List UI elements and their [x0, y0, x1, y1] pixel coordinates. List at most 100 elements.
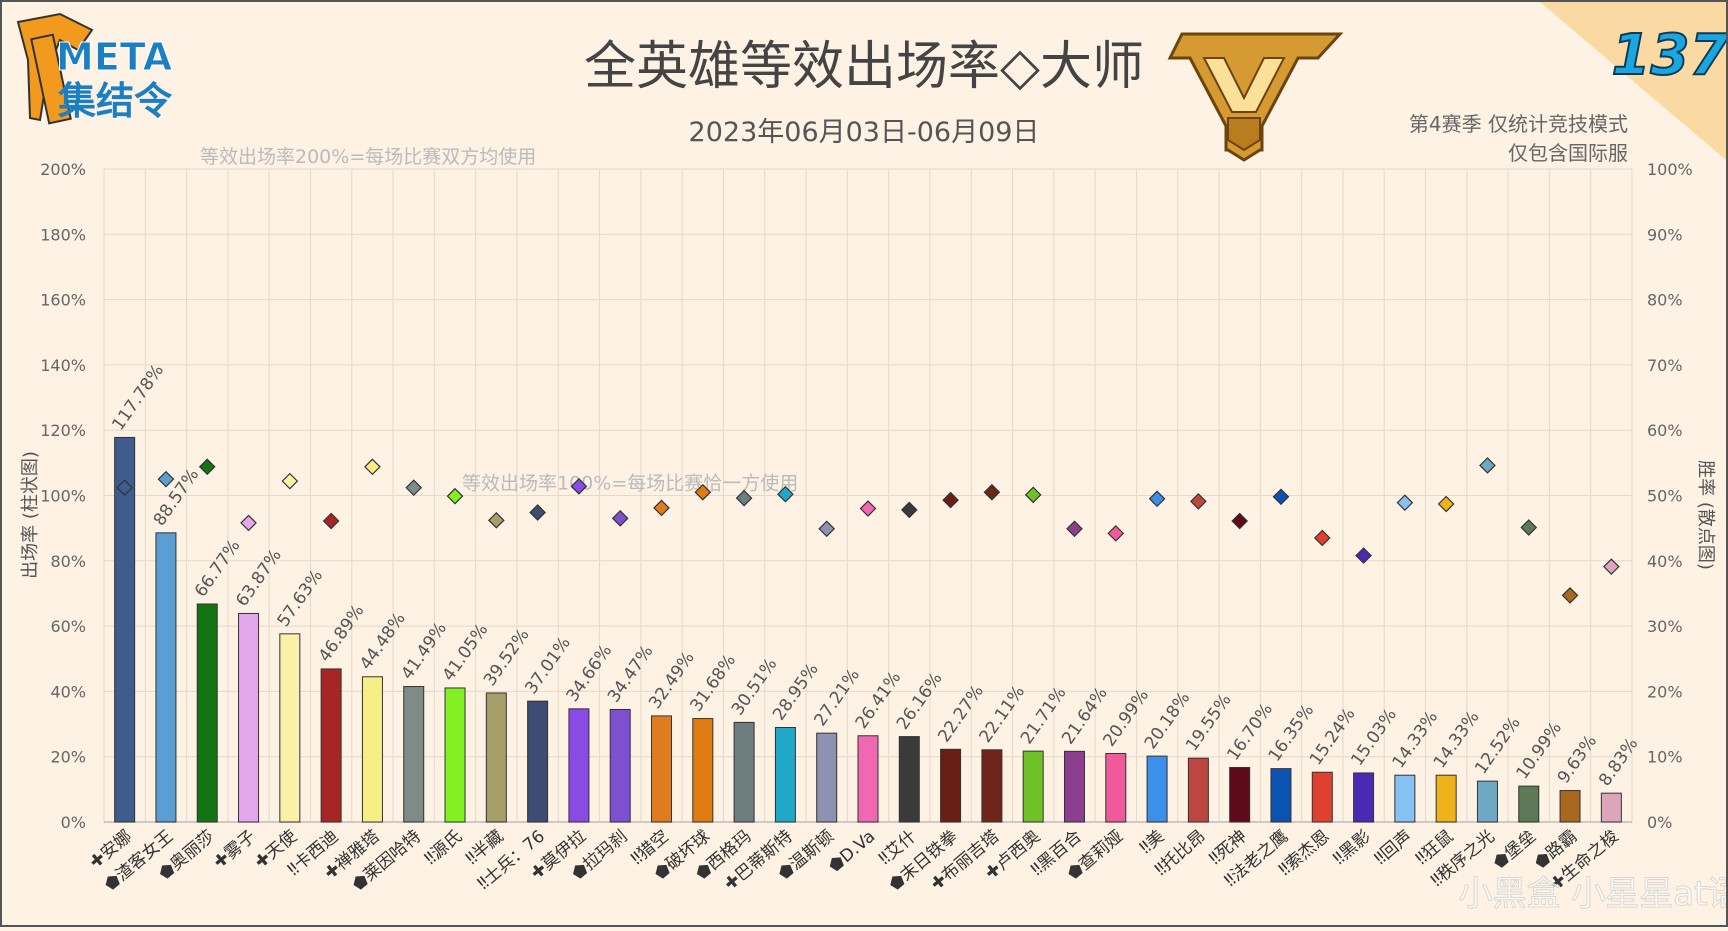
winrate-point [653, 499, 670, 517]
y2-tick-label: 10% [1647, 748, 1683, 767]
winrate-point [694, 483, 712, 501]
bar [774, 726, 796, 823]
y-tick-label: 100% [40, 487, 86, 506]
winrate-point [900, 501, 918, 519]
bar [1559, 790, 1581, 823]
bar [1063, 750, 1085, 823]
y-axis-title: 出场率 (柱状图) [20, 451, 41, 579]
y-tick-label: 200% [40, 160, 86, 179]
winrate-point [1024, 486, 1042, 504]
bar [1476, 780, 1498, 823]
winrate-point [322, 512, 340, 530]
winrate-point [116, 479, 133, 497]
y-tick-label: 120% [40, 421, 86, 440]
winrate-points [116, 457, 1620, 604]
winrate-point [1437, 495, 1455, 513]
bar [196, 603, 218, 823]
winrate-point [859, 500, 877, 517]
winrate-point [570, 478, 588, 495]
bar [1394, 774, 1416, 823]
y-axis-right: 0% 10% 20% 30% 40% 50% 60% 70% 80% 90% 100% [1647, 160, 1693, 832]
bar [403, 686, 425, 823]
winrate-point [405, 479, 423, 497]
winrate-point [777, 485, 794, 503]
bar [692, 718, 714, 823]
y-tick-label: 80% [50, 552, 86, 571]
y-tick-label: 60% [50, 617, 86, 636]
y2-tick-label: 80% [1647, 291, 1683, 310]
bar [444, 687, 466, 823]
y-tick-label: 20% [50, 748, 86, 767]
bar [1518, 785, 1540, 823]
winrate-point [529, 504, 546, 521]
bar [1187, 757, 1209, 823]
winrate-point [157, 470, 175, 488]
y-tick-label: 140% [40, 356, 86, 375]
winrate-point [1231, 512, 1249, 530]
bar [1229, 766, 1251, 823]
y2-axis-title: 胜率 (散点图) [1695, 460, 1716, 570]
winrate-point [364, 458, 381, 476]
winrate-point [487, 511, 505, 529]
bar [279, 633, 301, 823]
grid [103, 168, 1633, 823]
logo-text-meta: META [56, 35, 173, 79]
winrate-point [1107, 525, 1125, 542]
logo-text-jijieling: 集结令 [57, 79, 173, 123]
winrate-point [1272, 488, 1290, 506]
winrate-point [1066, 520, 1083, 538]
y2-tick-label: 70% [1647, 356, 1683, 375]
winrate-point [1603, 558, 1620, 576]
bar [238, 612, 260, 823]
winrate-point [1148, 490, 1166, 508]
bar [155, 532, 177, 823]
y2-tick-label: 100% [1647, 160, 1693, 179]
bar [1600, 792, 1622, 823]
winrate-point [1355, 547, 1372, 564]
bar [1311, 771, 1333, 823]
y2-tick-label: 90% [1647, 225, 1683, 244]
y-axis-left: 0% 20% 40% 60% 80% 100% 120% 140% 160% 180% 200% [40, 160, 86, 832]
bar [733, 721, 755, 823]
winrate-point [446, 487, 464, 505]
winrate-point [281, 472, 299, 490]
winrate-point [1561, 587, 1579, 604]
bar [114, 436, 136, 823]
bar [898, 736, 920, 823]
reference-annotation: 等效出场率100%=每场比赛恰一方使用 [462, 473, 798, 495]
winrate-point [1479, 457, 1496, 474]
y2-tick-label: 0% [1647, 813, 1672, 832]
y2-tick-label: 40% [1647, 552, 1683, 571]
bar [320, 668, 342, 823]
winrate-point [1520, 519, 1538, 536]
bar [981, 749, 1003, 823]
y-tick-label: 40% [50, 682, 86, 701]
y-tick-label: 0% [61, 813, 86, 832]
winrate-point [1396, 494, 1414, 512]
bar [527, 700, 549, 823]
date-range: 2023年06月03日-06月09日 [689, 117, 1040, 148]
bar [651, 715, 673, 823]
winrate-point [240, 514, 257, 532]
season-note: 第4赛季 仅统计竞技模式 [1409, 112, 1628, 136]
y2-tick-label: 30% [1647, 617, 1683, 636]
server-note: 仅包含国际服 [1508, 141, 1628, 165]
bars [114, 436, 1622, 823]
chart-title: 全英雄等效出场率◇大师 [584, 37, 1144, 97]
winrate-point [611, 510, 629, 527]
y2-tick-label: 50% [1647, 487, 1683, 506]
winrate-point [1313, 529, 1331, 547]
bar [1270, 768, 1292, 823]
bar [568, 708, 590, 823]
y2-tick-label: 20% [1647, 682, 1683, 701]
y-tick-label: 180% [40, 225, 86, 244]
bar [1353, 772, 1375, 823]
master-rank-emblem-icon [1167, 32, 1344, 162]
watermark: 小黑盒 小星星at语 [1459, 874, 1728, 914]
corner-ribbon [1540, 2, 1726, 160]
winrate-point [735, 489, 753, 507]
bar [1022, 750, 1044, 823]
